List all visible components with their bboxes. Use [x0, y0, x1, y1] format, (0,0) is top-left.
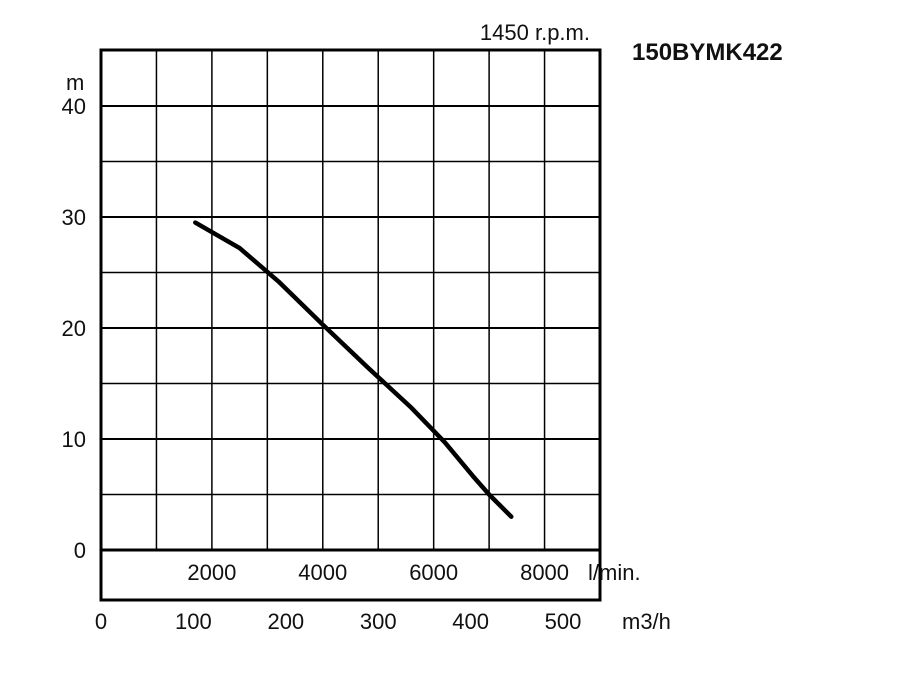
y-axis-label: m [66, 70, 84, 95]
y-tick-label: 30 [62, 205, 86, 230]
lpm-unit-label: l/min. [588, 560, 641, 585]
lpm-tick-label: 6000 [409, 560, 458, 585]
lpm-tick-label: 2000 [187, 560, 236, 585]
m3h-tick-label: 500 [545, 609, 582, 634]
m3h-tick-label: 400 [452, 609, 489, 634]
head-flow-curve [193, 220, 514, 519]
plot-frame [99, 48, 602, 602]
m3h-tick-label: 0 [95, 609, 107, 634]
y-tick-labels: 0 10 20 30 40 [62, 94, 86, 563]
grid [101, 49, 600, 550]
lpm-tick-labels: 2000 4000 6000 8000 [187, 560, 569, 585]
m3h-tick-label: 100 [175, 609, 212, 634]
lpm-tick-label: 4000 [298, 560, 347, 585]
m3h-tick-label: 200 [267, 609, 304, 634]
m3h-unit-label: m3/h [622, 609, 671, 634]
y-tick-label: 10 [62, 427, 86, 452]
y-tick-label: 20 [62, 316, 86, 341]
model-title: 150BYMK422 [632, 39, 783, 66]
lpm-tick-label: 8000 [520, 560, 569, 585]
y-tick-label: 40 [62, 94, 86, 119]
speed-subtitle: 1450 r.p.m. [480, 20, 590, 45]
y-tick-label: 0 [74, 538, 86, 563]
m3h-tick-labels: 0 100 200 300 400 500 [95, 609, 582, 634]
m3h-tick-label: 300 [360, 609, 397, 634]
